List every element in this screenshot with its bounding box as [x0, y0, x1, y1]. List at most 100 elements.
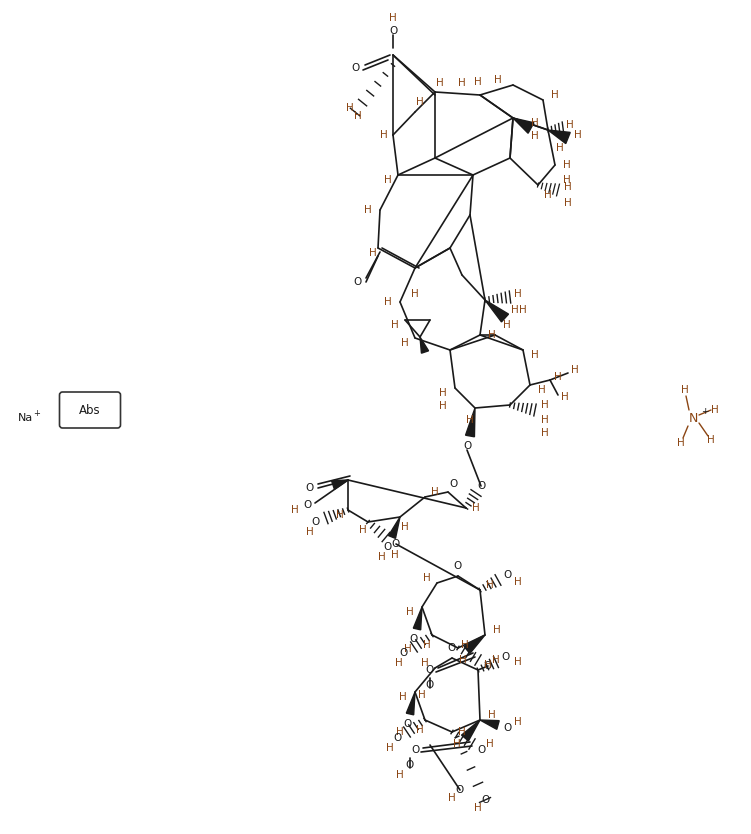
Text: H: H — [423, 640, 431, 650]
Text: H: H — [391, 550, 399, 560]
Text: O: O — [393, 733, 401, 743]
Text: H: H — [574, 130, 582, 140]
Text: H: H — [707, 435, 715, 445]
Text: H: H — [531, 350, 539, 360]
Text: H: H — [488, 330, 496, 340]
Text: H: H — [566, 120, 574, 130]
Text: H: H — [474, 77, 482, 87]
Text: H: H — [396, 727, 404, 737]
Text: H: H — [514, 657, 522, 667]
Text: +: + — [33, 409, 40, 418]
Text: H: H — [439, 401, 447, 411]
Text: H: H — [563, 175, 571, 185]
Text: H: H — [561, 392, 569, 402]
Text: N: N — [689, 411, 698, 425]
Text: O: O — [384, 542, 392, 552]
Text: H: H — [346, 103, 354, 113]
Text: H: H — [459, 655, 467, 665]
Text: H: H — [306, 527, 314, 537]
Text: H: H — [563, 160, 571, 170]
Text: H: H — [423, 573, 431, 583]
Text: Abs: Abs — [79, 404, 101, 416]
Text: O: O — [426, 665, 434, 675]
Text: O: O — [477, 481, 485, 491]
Text: O: O — [448, 643, 456, 653]
Text: O: O — [481, 795, 489, 805]
Text: O: O — [504, 723, 512, 733]
Text: H: H — [399, 692, 407, 702]
Text: H: H — [458, 727, 466, 737]
Text: O: O — [403, 719, 411, 729]
Text: H: H — [391, 320, 399, 330]
Text: H: H — [488, 710, 496, 720]
Text: H: H — [416, 725, 424, 735]
Polygon shape — [464, 635, 485, 654]
Text: H: H — [448, 793, 456, 803]
Text: H: H — [439, 388, 447, 398]
Polygon shape — [548, 130, 570, 143]
Text: H: H — [386, 743, 394, 753]
Text: H: H — [677, 438, 685, 448]
Text: H: H — [484, 660, 492, 670]
Text: H: H — [511, 305, 519, 315]
Text: +: + — [701, 406, 708, 415]
Text: H: H — [411, 289, 419, 299]
Text: H: H — [493, 625, 501, 635]
Polygon shape — [420, 337, 429, 353]
Text: H: H — [384, 175, 392, 185]
Polygon shape — [462, 720, 480, 741]
Polygon shape — [480, 720, 499, 730]
Text: H: H — [571, 365, 579, 375]
Text: H: H — [461, 640, 469, 650]
Text: H: H — [564, 198, 572, 208]
Text: H: H — [531, 118, 539, 128]
Text: Na: Na — [18, 413, 33, 423]
Text: H: H — [384, 297, 392, 307]
Text: H: H — [380, 130, 388, 140]
Text: O: O — [503, 570, 511, 580]
Text: O: O — [352, 63, 360, 73]
Text: H: H — [359, 525, 367, 535]
Text: O: O — [426, 680, 434, 690]
Text: H: H — [486, 580, 494, 590]
Text: H: H — [538, 385, 546, 395]
Text: O: O — [411, 745, 419, 755]
Text: O: O — [484, 661, 492, 671]
Text: H: H — [531, 131, 539, 141]
Text: O: O — [502, 652, 510, 662]
Text: H: H — [681, 385, 689, 395]
Text: H: H — [486, 739, 494, 749]
Text: H: H — [416, 97, 424, 107]
Text: H: H — [494, 75, 502, 85]
Text: H: H — [514, 289, 522, 299]
Text: H: H — [564, 182, 572, 192]
Text: H: H — [503, 320, 511, 330]
Text: H: H — [554, 372, 562, 382]
Text: O: O — [410, 634, 418, 644]
Text: H: H — [453, 739, 461, 749]
Polygon shape — [413, 607, 422, 630]
Text: H: H — [519, 305, 527, 315]
Text: H: H — [472, 503, 480, 513]
Text: H: H — [401, 338, 409, 348]
Text: H: H — [418, 690, 426, 700]
Text: H: H — [541, 415, 549, 425]
Text: H: H — [401, 522, 409, 532]
Text: H: H — [466, 415, 474, 425]
Polygon shape — [513, 118, 534, 133]
Polygon shape — [466, 408, 475, 437]
Text: O: O — [478, 745, 486, 755]
Polygon shape — [332, 480, 348, 490]
Text: O: O — [406, 760, 414, 770]
Text: H: H — [431, 487, 439, 497]
Text: O: O — [463, 441, 471, 451]
Text: H: H — [436, 78, 444, 88]
Text: H: H — [369, 248, 377, 258]
Text: H: H — [291, 505, 299, 515]
Text: O: O — [456, 785, 464, 795]
Polygon shape — [388, 517, 400, 539]
Text: H: H — [492, 655, 500, 665]
Polygon shape — [485, 300, 508, 322]
Text: H: H — [364, 205, 372, 215]
Text: O: O — [303, 500, 311, 510]
